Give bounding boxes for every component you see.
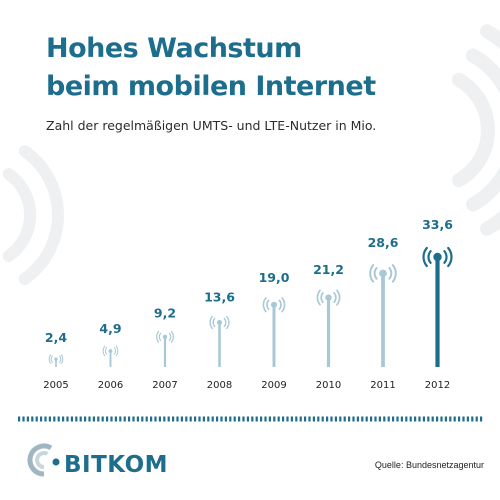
signal-arc-right — [226, 315, 230, 330]
signal-arc-right — [59, 355, 62, 363]
signal-arc-left — [212, 317, 216, 328]
data-label-2012: 33,6 — [422, 217, 453, 232]
x-tick-label-2008: 2008 — [207, 380, 232, 391]
signal-arc-right — [391, 264, 397, 283]
signal-arc-right — [447, 246, 453, 268]
data-label-2008: 13,6 — [204, 289, 235, 304]
page-title: Hohes Wachstum beim mobilen Internet — [46, 30, 376, 106]
signal-arc-left — [102, 345, 106, 357]
chart-subtitle: Zahl der regelmäßigen UMTS- und LTE-Nutz… — [46, 118, 377, 133]
signal-arc-right — [443, 250, 448, 264]
signal-arc-right — [115, 345, 119, 357]
signal-arc-right — [168, 332, 172, 342]
x-tick-label-2007: 2007 — [152, 380, 177, 391]
x-tick-label-2011: 2011 — [370, 380, 395, 391]
signal-arc-left — [104, 347, 108, 355]
signal-arc-right — [60, 354, 64, 364]
decorative-signal-arcs — [2, 24, 500, 285]
logo-arc-outer — [27, 443, 53, 477]
x-tick-label-2009: 2009 — [261, 380, 286, 391]
x-tick-label-2005: 2005 — [43, 380, 68, 391]
bar-head-2007 — [162, 334, 168, 340]
signal-arc-right — [333, 292, 337, 304]
source-note: Quelle: Bundesnetzagentur — [374, 460, 484, 470]
signal-arc-right — [336, 289, 341, 306]
data-label-2005: 2,4 — [45, 330, 67, 345]
signal-arc-left — [50, 355, 53, 363]
title-line-1: Hohes Wachstum — [46, 33, 302, 64]
signal-arc-left — [422, 246, 428, 268]
deco-arc-right — [466, 48, 500, 212]
signal-arc-right — [113, 347, 117, 355]
signal-arc-left — [320, 292, 324, 304]
signal-arc-left — [262, 297, 267, 313]
chart-bars: 2,4 2005 4,9 2006 9,2 2007 13,6 2008 19,0 2009 21,… — [43, 217, 453, 391]
signal-arc-right — [281, 297, 286, 313]
signal-arc-left — [48, 354, 52, 364]
logo-arc-inner — [35, 451, 49, 469]
brand-name: BITKOM — [64, 452, 169, 478]
x-tick-label-2006: 2006 — [98, 380, 123, 391]
signal-arc-left — [427, 250, 432, 264]
signal-arc-left — [266, 299, 270, 311]
bar-head-2006 — [108, 349, 113, 353]
signal-arc-left — [373, 267, 378, 280]
data-label-2010: 21,2 — [313, 262, 344, 277]
bar-head-2011 — [379, 269, 387, 278]
deco-arc-left — [18, 145, 64, 285]
signal-arc-right — [388, 267, 393, 280]
signal-arc-right — [223, 317, 227, 328]
deco-arc-right — [452, 72, 495, 188]
data-label-2009: 19,0 — [259, 270, 290, 285]
signal-arc-left — [369, 264, 375, 283]
data-label-2006: 4,9 — [99, 321, 121, 336]
x-tick-label-2012: 2012 — [425, 380, 450, 391]
bar-head-2010 — [325, 294, 332, 301]
bitkom-logo-icon — [27, 443, 60, 477]
title-line-2: beim mobilen Internet — [46, 71, 376, 102]
signal-arc-left — [316, 289, 321, 306]
deco-arc-left — [2, 168, 37, 262]
signal-arc-right — [278, 299, 282, 311]
logo-dot — [52, 458, 60, 466]
data-label-2007: 9,2 — [154, 305, 176, 320]
signal-arc-left — [158, 332, 162, 342]
bar-head-2009 — [270, 301, 278, 308]
x-tick-label-2010: 2010 — [316, 380, 341, 391]
data-label-2011: 28,6 — [368, 235, 399, 250]
signal-arc-left — [156, 330, 160, 343]
bar-head-2012 — [433, 252, 442, 262]
bar-head-2005 — [54, 357, 58, 361]
signal-arc-left — [209, 315, 213, 330]
signal-arc-right — [170, 330, 174, 343]
bar-head-2008 — [216, 319, 223, 326]
